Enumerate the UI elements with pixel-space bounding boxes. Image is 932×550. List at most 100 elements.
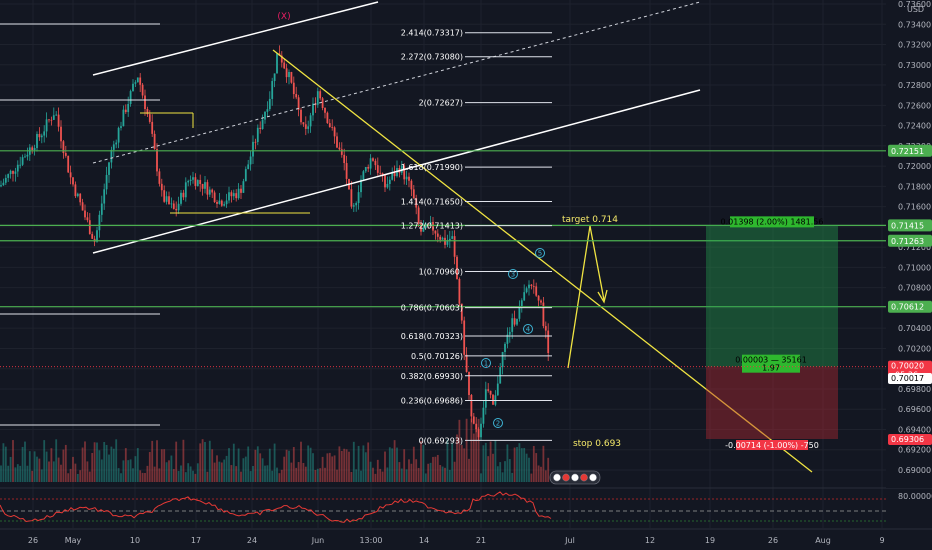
candle-body: [244, 169, 247, 182]
candle-body: [295, 94, 298, 98]
volume-bar: [506, 444, 509, 482]
volume-bar: [163, 449, 166, 482]
volume-bar: [242, 458, 245, 482]
candle-body: [338, 147, 341, 150]
volume-bar: [105, 444, 108, 482]
candle-body: [156, 149, 158, 172]
candle-body: [381, 173, 384, 176]
target-box-label: 0.01398 (2.00%) 1481.56: [721, 217, 824, 226]
candle-body: [333, 127, 336, 137]
volume-bar: [194, 473, 197, 482]
long-position-tool[interactable]: 0.01398 (2.00%) 1481.560.00003 — 351611.…: [0, 216, 886, 451]
candle-body: [148, 114, 151, 122]
candle-body: [530, 284, 533, 287]
candle-body: [52, 115, 55, 120]
volume-bar: [206, 471, 209, 482]
candle-body: [194, 177, 197, 186]
volume-bar: [487, 456, 490, 482]
level-axis-label: 0.71263: [891, 237, 924, 246]
candle-body: [477, 429, 480, 438]
candle-body: [112, 144, 115, 150]
volume-bar: [516, 447, 518, 482]
volume-bar: [211, 449, 214, 482]
volume-bar: [76, 473, 79, 482]
candle-body: [456, 256, 458, 279]
volume-bar: [535, 453, 538, 482]
volume-bar: [158, 468, 161, 482]
volume-bar: [50, 448, 53, 482]
volume-bar: [458, 419, 461, 482]
volume-bar: [81, 447, 84, 482]
candle-body: [91, 234, 94, 239]
volume-bar: [86, 461, 89, 482]
candle-body: [225, 200, 228, 205]
wave-marker-circle: [523, 324, 533, 334]
candle-body: [38, 133, 41, 138]
candle-body: [228, 192, 230, 201]
volume-bar: [324, 467, 326, 482]
time-axis[interactable]: 26 May 10 17 24 Jun 13:00 14 21 Jul 12 19 26 Aug 9: [0, 528, 932, 545]
volume-bar: [264, 465, 266, 482]
wave-marker-label: 1: [484, 360, 488, 368]
event-icons: [549, 470, 601, 485]
price-tick-label: 0.72400: [898, 122, 931, 131]
candle-body: [136, 77, 139, 83]
fibonacci-extension[interactable]: 2.414(0.73317) 2.272(0.73080) 2(0.72627) 1.…: [401, 29, 552, 446]
volume-bar: [494, 440, 497, 482]
candle-body: [64, 153, 67, 156]
volume-bar: [326, 453, 329, 482]
price-axis-tag-label: 0.69306: [891, 435, 924, 444]
volume-bar: [278, 473, 281, 482]
volume-bar: [24, 441, 26, 482]
price-tick-label: 0.73200: [898, 41, 931, 50]
volume-bar: [26, 465, 29, 482]
volume-bar: [122, 460, 125, 482]
channel-upper-line: [92, 1, 379, 76]
candle-body: [163, 190, 166, 202]
annotations: target 0.714 stop 0.693 (X) 1 2 3 4 5: [277, 12, 621, 485]
candle-body: [86, 217, 89, 221]
volume-bar: [348, 451, 350, 482]
volume-bar: [79, 470, 82, 482]
candle-body: [475, 423, 478, 430]
volume-bar: [160, 449, 163, 482]
volume-bar: [259, 453, 262, 482]
indicator-pane: 80.00000: [0, 487, 932, 523]
wave-x-label: (X): [277, 12, 290, 22]
volume-bar: [249, 471, 252, 482]
candle-body: [266, 109, 269, 112]
fib-level-label: 0(0.69293): [419, 436, 463, 445]
entry-box-label-2: 1.97: [762, 364, 780, 373]
candle-body: [55, 114, 58, 116]
volume-bar: [415, 459, 418, 482]
wave-marker-label: 5: [538, 250, 542, 258]
candle-body: [463, 320, 466, 355]
volume-bar: [422, 444, 425, 482]
candle-body: [415, 198, 418, 208]
candle-body: [345, 163, 348, 179]
volume-bar: [477, 418, 480, 482]
candle-body: [360, 179, 362, 193]
candle-body: [372, 158, 374, 161]
volume-bar: [352, 441, 355, 482]
volume-bar: [319, 468, 322, 482]
volume-bar: [62, 449, 65, 482]
volume-bar: [156, 440, 158, 482]
candle-body: [285, 68, 288, 78]
volume-bar: [136, 448, 139, 482]
candle-body: [100, 203, 103, 215]
volume-bar: [74, 463, 77, 482]
volume-bar: [33, 451, 36, 482]
price-axis-tag: [888, 372, 932, 384]
candle-body: [201, 183, 204, 189]
price-tick-label: 0.69400: [898, 425, 931, 434]
candle-body: [393, 173, 396, 177]
volume-bar: [304, 466, 307, 482]
level-axis-label: 0.71415: [891, 221, 924, 230]
fib-level-label: 2(0.72627): [419, 99, 463, 108]
volume-bar: [393, 440, 396, 482]
candle-body: [115, 142, 118, 145]
candle-body: [33, 148, 36, 151]
